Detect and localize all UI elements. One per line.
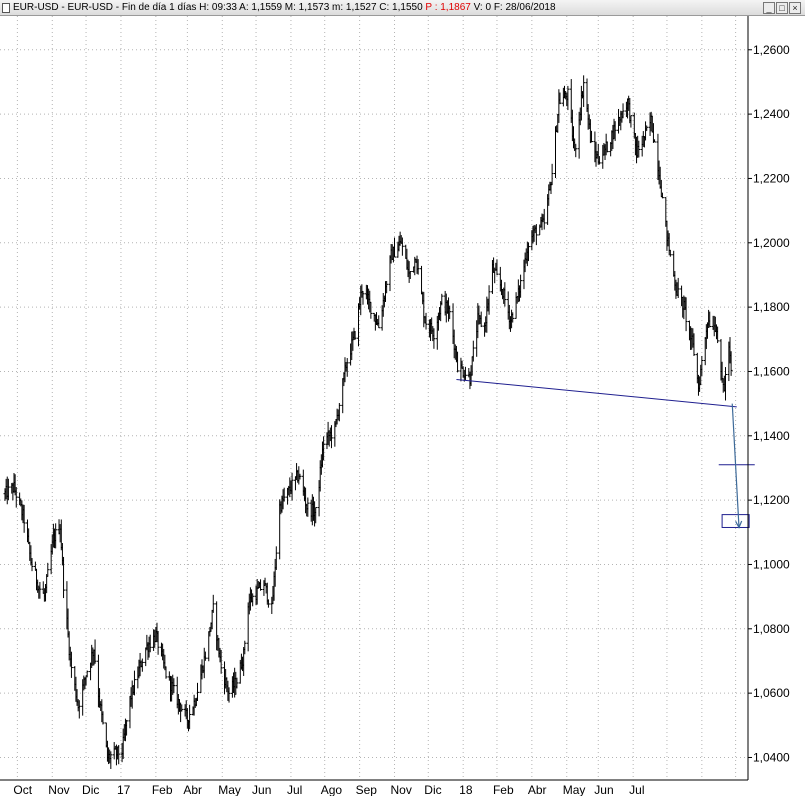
x-tick-label: Feb: [493, 783, 514, 796]
y-tick-label: 1,2200: [753, 171, 790, 185]
target-arrowhead: [735, 520, 743, 529]
y-tick-label: 1,1400: [753, 429, 790, 443]
title-suffix: V: 0 F: 28/06/2018: [470, 2, 556, 13]
y-tick-label: 1,0600: [753, 686, 790, 700]
y-tick-label: 1,1800: [753, 300, 790, 314]
y-tick-label: 1,0400: [753, 750, 790, 764]
x-tick-label: Jul: [287, 783, 302, 796]
y-tick-label: 1,0800: [753, 622, 790, 636]
x-tick-label: Nov: [391, 783, 412, 796]
close-button[interactable]: ×: [789, 2, 801, 14]
x-tick-label: May: [218, 783, 241, 796]
y-tick-label: 1,1600: [753, 364, 790, 378]
x-tick-label: Abr: [183, 783, 202, 796]
x-tick-label: Abr: [528, 783, 547, 796]
neckline: [456, 379, 737, 408]
pattern-annotations: [456, 379, 755, 529]
x-tick-label: May: [563, 783, 586, 796]
minimize-button[interactable]: _: [763, 2, 775, 14]
x-tick-label: Ago: [321, 783, 343, 796]
x-tick-label: Oct: [13, 783, 32, 796]
y-tick-label: 1,1200: [753, 493, 790, 507]
x-tick-label: Dic: [82, 783, 99, 796]
price-chart[interactable]: 1,2600 1,2400 1,2200 1,2000 1,1800 1,1600 1,14…: [0, 16, 805, 796]
y-tick-label: 1,1000: [753, 557, 790, 571]
x-tick-label: 17: [117, 783, 131, 796]
maximize-button[interactable]: □: [776, 2, 788, 14]
target-box: [721, 514, 750, 528]
y-tick-label: 1,2000: [753, 236, 790, 250]
x-tick-label: 18: [459, 783, 473, 796]
price-bars: [3, 75, 733, 769]
x-tick-label: Nov: [48, 783, 69, 796]
title-prefix: EUR-USD - EUR-USD - Fin de día 1 días H:…: [13, 2, 426, 13]
y-axis: 1,2600 1,2400 1,2200 1,2000 1,1800 1,1600 1,14…: [747, 16, 790, 780]
x-tick-label: Dic: [424, 783, 441, 796]
chart-grid: [0, 16, 748, 780]
window-titlebar: EUR-USD - EUR-USD - Fin de día 1 días H:…: [0, 0, 805, 16]
x-tick-label: Jun: [594, 783, 613, 796]
y-tick-label: 1,2400: [753, 107, 790, 121]
x-tick-label: Feb: [152, 783, 173, 796]
x-tick-label: Sep: [356, 783, 378, 796]
title-p-value: P : 1,1867: [425, 2, 471, 13]
target-arrow: [731, 403, 740, 528]
x-axis: Oct Nov Dic 17 Feb Abr May Jun Jul Ago Sep Nov Dic 18…: [0, 779, 748, 796]
window-title: EUR-USD - EUR-USD - Fin de día 1 días H:…: [13, 0, 556, 15]
window-icon: [2, 3, 10, 13]
x-tick-label: Jun: [252, 783, 271, 796]
y-tick-label: 1,2600: [753, 43, 790, 57]
x-tick-label: Jul: [629, 783, 644, 796]
